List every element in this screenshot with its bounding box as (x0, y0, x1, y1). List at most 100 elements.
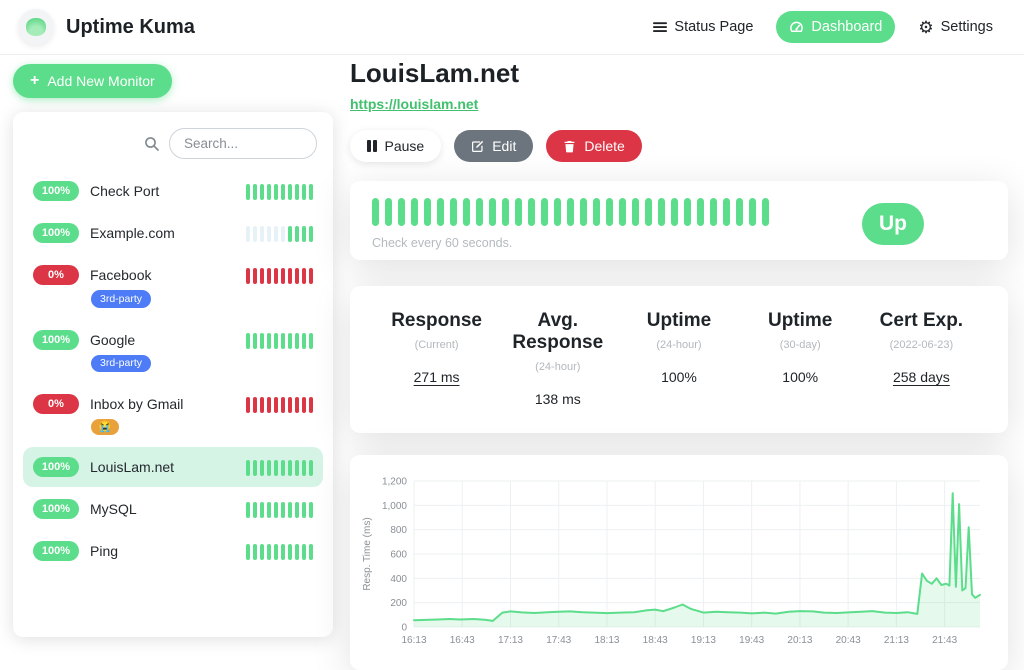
heartbeat-bar-up[interactable] (295, 226, 299, 242)
heartbeat-bar-up[interactable] (762, 198, 769, 226)
heartbeat-bar-up[interactable] (288, 502, 292, 519)
monitor-list-item[interactable]: 100% MySQL (23, 489, 323, 529)
heartbeat-bar-down[interactable] (267, 268, 271, 284)
heartbeat-bar-up[interactable] (437, 198, 444, 226)
search-input[interactable] (169, 128, 317, 159)
heartbeat-bar-up[interactable] (281, 544, 285, 561)
monitor-list-item[interactable]: 100% Check Port (23, 171, 323, 211)
heartbeat-bar-up[interactable] (253, 502, 257, 519)
heartbeat-bar-up[interactable] (267, 332, 271, 349)
heartbeat-bar-up[interactable] (606, 198, 613, 226)
monitor-list-item[interactable]: 100% Ping (23, 531, 323, 571)
heartbeat-bar-up[interactable] (288, 460, 292, 477)
heartbeat-bar-up[interactable] (274, 332, 278, 349)
heartbeat-bar-down[interactable] (302, 397, 306, 414)
heartbeat-bar-down[interactable] (309, 397, 313, 414)
heartbeat-bar-up[interactable] (274, 544, 278, 561)
heartbeat-bar-up[interactable] (281, 460, 285, 477)
heartbeat-bar-down[interactable] (281, 268, 285, 284)
heartbeat-bar-up[interactable] (295, 502, 299, 519)
heartbeat-bar-up[interactable] (302, 184, 306, 200)
nav-dashboard[interactable]: Dashboard (776, 11, 896, 43)
heartbeat-bar-up[interactable] (489, 198, 496, 226)
heartbeat-bar-up[interactable] (684, 198, 691, 226)
heartbeat-bar-up[interactable] (295, 184, 299, 200)
heartbeat-bar-up[interactable] (463, 198, 470, 226)
heartbeat-bar-empty[interactable] (274, 226, 278, 242)
nav-status-page[interactable]: Status Page (640, 11, 766, 43)
heartbeat-bar-down[interactable] (309, 268, 313, 284)
heartbeat-bar-up[interactable] (267, 502, 271, 519)
edit-button[interactable]: Edit (454, 130, 534, 162)
heartbeat-bar-down[interactable] (253, 397, 257, 414)
heartbeat-bar-up[interactable] (476, 198, 483, 226)
heartbeat-bar-up[interactable] (253, 184, 257, 200)
heartbeat-bar-up[interactable] (288, 226, 292, 242)
heartbeat-bar-up[interactable] (309, 332, 313, 349)
heartbeat-bar-up[interactable] (309, 226, 313, 242)
heartbeat-bar-up[interactable] (295, 460, 299, 477)
add-new-monitor-button[interactable]: + Add New Monitor (13, 64, 172, 98)
heartbeat-bar-up[interactable] (593, 198, 600, 226)
heartbeat-bar-up[interactable] (246, 502, 250, 519)
heartbeat-bar-down[interactable] (274, 397, 278, 414)
heartbeat-bar-up[interactable] (260, 544, 264, 561)
heartbeat-bar-up[interactable] (295, 544, 299, 561)
heartbeat-bar-empty[interactable] (246, 226, 250, 242)
heartbeat-bar-up[interactable] (267, 544, 271, 561)
heartbeat-bar-up[interactable] (267, 184, 271, 200)
monitor-list-item[interactable]: 0% Facebook 3rd-party (23, 255, 323, 318)
heartbeat-bar-up[interactable] (302, 544, 306, 561)
heartbeat-bar-up[interactable] (309, 502, 313, 519)
heartbeat-bar-up[interactable] (658, 198, 665, 226)
heartbeat-bar-down[interactable] (302, 268, 306, 284)
delete-button[interactable]: Delete (546, 130, 642, 162)
heartbeat-bar-up[interactable] (736, 198, 743, 226)
monitor-list-item[interactable]: 100% Example.com (23, 213, 323, 253)
heartbeat-bar-up[interactable] (267, 460, 271, 477)
heartbeat-bar-up[interactable] (385, 198, 392, 226)
heartbeat-bar-up[interactable] (424, 198, 431, 226)
stat-value[interactable]: 271 ms (413, 369, 460, 385)
heartbeat-bar-up[interactable] (697, 198, 704, 226)
heartbeat-bar-up[interactable] (554, 198, 561, 226)
stat-value[interactable]: 258 days (892, 369, 950, 385)
heartbeat-bar-up[interactable] (246, 184, 250, 200)
heartbeat-bar-up[interactable] (372, 198, 379, 226)
heartbeat-bar-down[interactable] (246, 268, 250, 284)
heartbeat-bar-up[interactable] (302, 460, 306, 477)
heartbeat-bar-up[interactable] (749, 198, 756, 226)
heartbeat-bar-up[interactable] (502, 198, 509, 226)
heartbeat-bar-up[interactable] (246, 460, 250, 477)
heartbeat-bar-up[interactable] (309, 184, 313, 200)
heartbeat-bar-up[interactable] (260, 332, 264, 349)
heartbeat-bar-up[interactable] (253, 544, 257, 561)
heartbeat-bar-up[interactable] (302, 332, 306, 349)
heartbeat-bar-down[interactable] (295, 268, 299, 284)
heartbeat-bar-up[interactable] (260, 460, 264, 477)
heartbeat-bar-empty[interactable] (267, 226, 271, 242)
heartbeat-bar-up[interactable] (302, 226, 306, 242)
heartbeat-bar-up[interactable] (281, 502, 285, 519)
monitor-url-link[interactable]: https://louislam.net (350, 96, 479, 112)
heartbeat-bar-down[interactable] (274, 268, 278, 284)
heartbeat-bar-down[interactable] (246, 397, 250, 414)
heartbeat-bar-up[interactable] (710, 198, 717, 226)
heartbeat-bar-down[interactable] (260, 397, 264, 414)
heartbeat-bar-up[interactable] (274, 460, 278, 477)
heartbeat-bar-up[interactable] (274, 184, 278, 200)
nav-settings[interactable]: ⚙ Settings (905, 11, 1006, 44)
heartbeat-bar-up[interactable] (246, 544, 250, 561)
monitor-list-item[interactable]: 100% LouisLam.net (23, 447, 323, 488)
monitor-list-item[interactable]: 100% Google 3rd-party (23, 320, 323, 383)
heartbeat-bar-down[interactable] (288, 268, 292, 284)
pause-button[interactable]: Pause (350, 130, 442, 162)
heartbeat-bar-up[interactable] (260, 184, 264, 200)
monitor-list-item[interactable]: 0% Inbox by Gmail 😭 (23, 384, 323, 445)
heartbeat-bar-up[interactable] (288, 332, 292, 349)
heartbeat-bar-up[interactable] (619, 198, 626, 226)
heartbeat-bar-up[interactable] (281, 184, 285, 200)
heartbeat-bar-up[interactable] (541, 198, 548, 226)
heartbeat-bar-up[interactable] (450, 198, 457, 226)
heartbeat-bar-up[interactable] (411, 198, 418, 226)
